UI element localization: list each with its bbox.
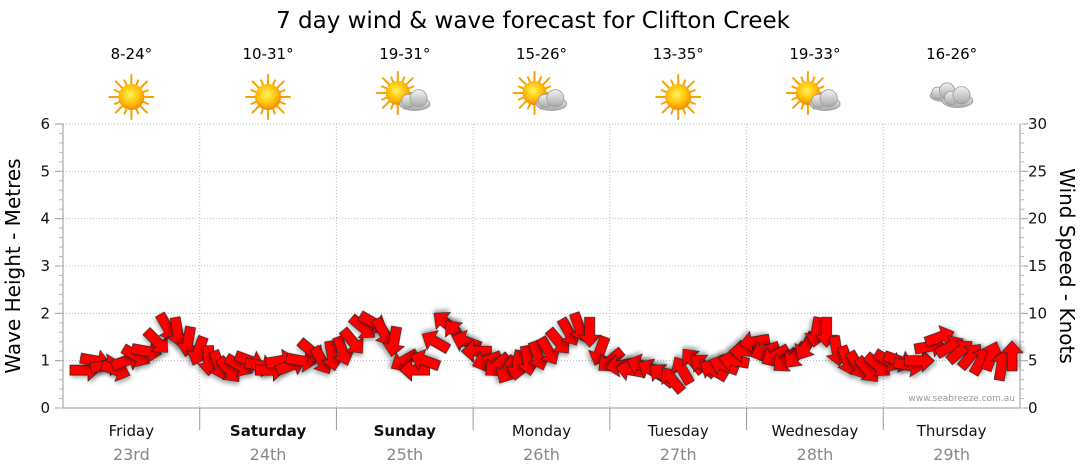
wind-arrow	[175, 325, 200, 357]
day-name: Wednesday	[772, 422, 859, 440]
left-tick-label: 6	[40, 115, 50, 133]
wind-arrow	[903, 348, 935, 373]
day-date: 27th	[660, 445, 697, 464]
day-name: Friday	[109, 422, 155, 440]
day-temperature: 8-24°	[111, 45, 153, 63]
wind-arrow	[588, 334, 611, 366]
wind-arrow	[381, 325, 406, 357]
day-date: 28th	[797, 445, 834, 464]
sun-icon	[108, 74, 155, 120]
sun-cloud-icon	[785, 71, 841, 115]
right-tick-label: 15	[1028, 257, 1047, 275]
wind-arrow	[186, 334, 209, 366]
grid-lines	[63, 123, 1020, 430]
day-labels: Friday 23rd Saturday 24th Sunday 25th Monday 26…	[109, 422, 987, 464]
left-axis-title: Wave Height - Metres	[1, 158, 25, 373]
right-tick-label: 30	[1028, 115, 1047, 133]
right-tick-label: 0	[1028, 399, 1038, 417]
sun-icon	[655, 74, 702, 120]
wind-arrow	[981, 341, 1004, 373]
day-temperature: 13-35°	[653, 45, 704, 63]
wind-arrow	[577, 316, 602, 348]
left-tick-label: 5	[40, 162, 50, 180]
wind-arrow	[460, 339, 492, 363]
day-temperature: 19-33°	[789, 45, 840, 63]
wind-arrow	[285, 349, 317, 373]
left-tick-label: 3	[40, 257, 50, 275]
day-name: Monday	[512, 422, 571, 440]
wind-arrow	[739, 330, 771, 354]
day-name: Sunday	[374, 422, 437, 440]
day-date: 25th	[386, 445, 423, 464]
day-name: Thursday	[916, 422, 987, 440]
day-temperature: 16-26°	[926, 45, 977, 63]
wind-arrow	[661, 367, 687, 395]
sun-icon	[245, 74, 292, 120]
day-date: 26th	[523, 445, 560, 464]
left-tick-label: 2	[40, 304, 50, 322]
credit-text: www.seabreeze.com.au	[908, 394, 1015, 404]
day-temperature: 15-26°	[516, 45, 567, 63]
chart-title: 7 day wind & wave forecast for Clifton C…	[276, 8, 791, 34]
wind-arrow	[718, 348, 750, 372]
right-tick-label: 20	[1028, 210, 1047, 228]
wind-arrows	[69, 310, 1024, 395]
right-tick-label: 25	[1028, 162, 1047, 180]
day-date: 23rd	[113, 445, 150, 464]
wind-arrow	[142, 327, 169, 353]
left-tick-label: 0	[40, 399, 50, 417]
sun-cloud-icon	[512, 71, 568, 115]
day-temperature: 10-31°	[243, 45, 294, 63]
day-date: 24th	[250, 445, 287, 464]
wind-arrow	[338, 326, 364, 354]
wind-arrow	[410, 348, 442, 371]
wind-arrow	[332, 334, 355, 366]
wind-arrow	[130, 340, 163, 364]
wind-arrow	[421, 330, 452, 355]
right-axis-ticks: 0 5 10 15 20 25 30	[1020, 115, 1047, 417]
left-tick-label: 1	[40, 352, 50, 370]
left-tick-label: 4	[40, 210, 50, 228]
wind-arrow	[1000, 340, 1024, 372]
right-tick-label: 5	[1028, 352, 1038, 370]
day-name: Saturday	[230, 422, 307, 440]
sun-cloud-icon	[375, 71, 431, 115]
right-tick-label: 10	[1028, 304, 1047, 322]
day-forecast-header: 8-24° 10-31° 19-31° 15-26° 13-35° 19-33° 16-26…	[108, 45, 977, 120]
right-axis-title: Wind Speed - Knots	[1055, 168, 1079, 364]
left-axis-ticks: 0 1 2 3 4 5 6	[40, 115, 63, 417]
day-date: 29th	[933, 445, 970, 464]
day-temperature: 19-31°	[379, 45, 430, 63]
day-name: Tuesday	[647, 422, 709, 440]
cloud-icon	[929, 82, 974, 108]
